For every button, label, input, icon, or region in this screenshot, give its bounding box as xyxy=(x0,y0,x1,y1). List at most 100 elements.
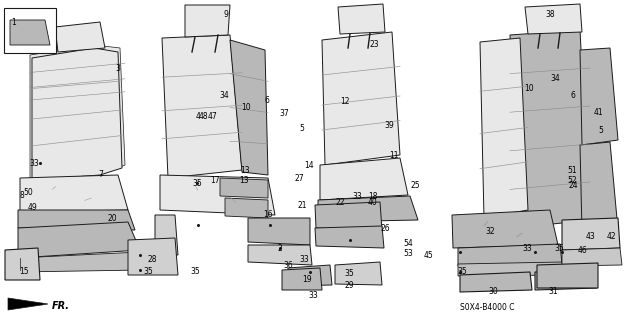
Text: 17: 17 xyxy=(210,175,220,185)
Text: 1: 1 xyxy=(12,18,17,27)
Polygon shape xyxy=(480,38,528,218)
Polygon shape xyxy=(18,252,142,272)
Text: 54: 54 xyxy=(403,238,413,247)
Text: 35: 35 xyxy=(457,268,467,276)
Text: 35: 35 xyxy=(344,268,354,277)
Polygon shape xyxy=(510,30,590,228)
Polygon shape xyxy=(335,262,382,285)
Text: 12: 12 xyxy=(340,97,349,106)
Text: 35: 35 xyxy=(192,179,202,188)
Text: 10: 10 xyxy=(241,102,251,111)
Text: 19: 19 xyxy=(302,276,312,284)
Polygon shape xyxy=(535,270,597,290)
Text: 5: 5 xyxy=(598,125,604,134)
Text: 2: 2 xyxy=(278,244,282,252)
Polygon shape xyxy=(18,222,140,258)
Polygon shape xyxy=(162,35,242,178)
Polygon shape xyxy=(338,4,385,34)
Polygon shape xyxy=(160,175,275,215)
Text: 50: 50 xyxy=(23,188,33,196)
Text: 4: 4 xyxy=(196,111,200,121)
Text: 18: 18 xyxy=(368,191,378,201)
Text: 43: 43 xyxy=(586,231,596,241)
Polygon shape xyxy=(318,196,418,222)
Text: S0X4-B4000 C: S0X4-B4000 C xyxy=(460,303,515,313)
Polygon shape xyxy=(55,22,105,52)
Text: 36: 36 xyxy=(283,261,293,270)
Text: 51: 51 xyxy=(567,165,577,174)
Text: FR.: FR. xyxy=(52,301,70,311)
Text: 28: 28 xyxy=(147,255,157,265)
Text: 39: 39 xyxy=(384,121,394,130)
Polygon shape xyxy=(537,263,598,288)
Text: 40: 40 xyxy=(368,197,378,206)
Text: 27: 27 xyxy=(294,173,304,182)
Polygon shape xyxy=(8,298,48,310)
Polygon shape xyxy=(282,268,322,290)
Polygon shape xyxy=(30,45,125,180)
Polygon shape xyxy=(18,210,135,230)
Polygon shape xyxy=(225,198,268,218)
Text: 20: 20 xyxy=(107,213,117,222)
Polygon shape xyxy=(315,226,384,248)
Polygon shape xyxy=(580,48,618,145)
Text: 6: 6 xyxy=(571,91,575,100)
Text: 34: 34 xyxy=(219,91,229,100)
Text: 22: 22 xyxy=(335,197,345,206)
Text: 13: 13 xyxy=(239,175,249,185)
Polygon shape xyxy=(562,218,620,250)
Text: 35: 35 xyxy=(554,244,564,252)
Polygon shape xyxy=(288,265,332,286)
Text: 34: 34 xyxy=(550,74,560,83)
Text: 21: 21 xyxy=(297,201,307,210)
Text: 33: 33 xyxy=(308,292,318,300)
Polygon shape xyxy=(562,248,622,266)
Text: 15: 15 xyxy=(19,268,29,276)
Polygon shape xyxy=(458,262,562,276)
Polygon shape xyxy=(458,244,562,266)
Text: 8: 8 xyxy=(20,190,24,199)
Text: 11: 11 xyxy=(389,150,399,159)
Text: 7: 7 xyxy=(99,170,104,179)
Text: 6: 6 xyxy=(264,95,269,105)
Polygon shape xyxy=(248,245,312,265)
Text: 26: 26 xyxy=(380,223,390,233)
Polygon shape xyxy=(460,272,532,292)
Bar xyxy=(4,8,56,53)
Text: 24: 24 xyxy=(568,180,578,189)
Polygon shape xyxy=(322,32,400,165)
Text: 9: 9 xyxy=(223,10,228,19)
Polygon shape xyxy=(315,202,382,230)
Polygon shape xyxy=(452,210,558,248)
Text: 35: 35 xyxy=(190,268,200,276)
Text: 42: 42 xyxy=(606,231,616,241)
Text: 47: 47 xyxy=(208,111,218,121)
Polygon shape xyxy=(220,178,268,198)
Polygon shape xyxy=(32,48,122,180)
Text: 5: 5 xyxy=(300,124,305,132)
Polygon shape xyxy=(155,215,178,255)
Text: 16: 16 xyxy=(263,210,273,219)
Text: 48: 48 xyxy=(198,111,208,121)
Text: 13: 13 xyxy=(240,165,250,174)
Text: 46: 46 xyxy=(577,245,587,254)
Text: 14: 14 xyxy=(304,161,314,170)
Text: 32: 32 xyxy=(485,227,495,236)
Polygon shape xyxy=(230,40,268,175)
Text: 33: 33 xyxy=(299,255,309,265)
Text: 33: 33 xyxy=(352,191,362,201)
Text: 3: 3 xyxy=(116,63,120,73)
Text: 37: 37 xyxy=(279,108,289,117)
Text: 10: 10 xyxy=(524,84,534,92)
Polygon shape xyxy=(525,4,582,34)
Polygon shape xyxy=(10,20,50,45)
Text: 25: 25 xyxy=(410,180,420,189)
Text: 45: 45 xyxy=(424,251,434,260)
Text: 29: 29 xyxy=(344,281,354,290)
Text: 30: 30 xyxy=(488,287,498,297)
Text: 33: 33 xyxy=(522,244,532,252)
Polygon shape xyxy=(5,248,40,280)
Text: 49: 49 xyxy=(27,203,37,212)
Polygon shape xyxy=(320,158,408,200)
Polygon shape xyxy=(128,238,178,275)
